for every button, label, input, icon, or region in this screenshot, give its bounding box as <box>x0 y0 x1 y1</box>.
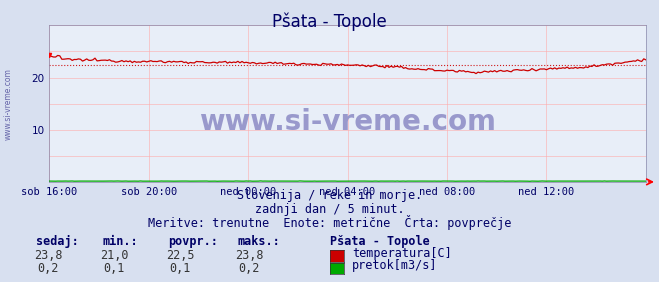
Text: 21,0: 21,0 <box>100 250 129 263</box>
Text: min.:: min.: <box>102 235 138 248</box>
Text: www.si-vreme.com: www.si-vreme.com <box>3 69 13 140</box>
Text: 0,2: 0,2 <box>38 262 59 275</box>
Text: www.si-vreme.com: www.si-vreme.com <box>199 108 496 136</box>
Text: Pšata - Topole: Pšata - Topole <box>272 13 387 31</box>
Text: maks.:: maks.: <box>237 235 280 248</box>
Text: temperatura[C]: temperatura[C] <box>352 247 451 260</box>
Text: 0,1: 0,1 <box>103 262 125 275</box>
Text: Meritve: trenutne  Enote: metrične  Črta: povprečje: Meritve: trenutne Enote: metrične Črta: … <box>148 215 511 230</box>
Text: 23,8: 23,8 <box>235 250 264 263</box>
Text: Slovenija / reke in morje.: Slovenija / reke in morje. <box>237 189 422 202</box>
Text: zadnji dan / 5 minut.: zadnji dan / 5 minut. <box>254 203 405 216</box>
Text: 0,2: 0,2 <box>239 262 260 275</box>
Text: pretok[m3/s]: pretok[m3/s] <box>352 259 438 272</box>
Text: 22,5: 22,5 <box>165 250 194 263</box>
Text: Pšata - Topole: Pšata - Topole <box>330 235 429 248</box>
Text: 0,1: 0,1 <box>169 262 190 275</box>
Text: povpr.:: povpr.: <box>168 235 218 248</box>
Text: sedaj:: sedaj: <box>36 235 79 248</box>
Text: 23,8: 23,8 <box>34 250 63 263</box>
